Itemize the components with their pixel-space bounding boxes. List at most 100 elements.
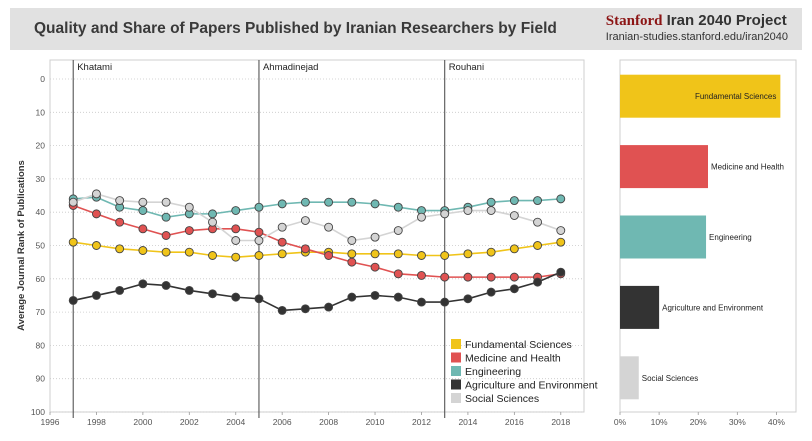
data-point [393,269,403,279]
x-tick-label: 1996 [41,417,60,427]
data-point [138,197,148,207]
data-point [68,237,78,247]
data-point [161,212,171,222]
data-point [463,294,473,304]
bar-chart: 0% 10% 20% 30% 40% Fundamental Sciences Medici… [614,59,797,427]
x-tick-label: 2000 [133,417,152,427]
chart-title: Quality and Share of Papers Published by… [34,20,557,37]
y-axis-label: Average Journal Rank of Publications [16,160,27,331]
data-point [138,279,148,289]
data-point [91,291,101,300]
data-point [300,244,310,254]
data-point [324,222,334,232]
data-point [231,292,241,302]
brand-project: Iran 2040 Project [662,12,787,29]
x-tick-label: 2010 [366,417,385,427]
data-point [254,227,264,237]
data-point [509,196,519,205]
data-point [277,222,287,232]
series-line [73,271,562,312]
brand-url: Iranian-studies.stanford.edu/iran2040 [605,31,788,43]
brand-name: Stanford Iran 2040 Project [606,12,788,30]
y-tick-label: 80 [36,340,46,350]
y-tick-label: 50 [36,241,46,251]
data-point [184,247,194,257]
data-point [115,244,125,254]
data-point [68,295,78,305]
data-point [277,199,287,209]
bar-x-tick-label: 30% [729,417,746,427]
brand-stanford: Stanford [605,13,663,29]
legend-swatch [451,339,461,349]
data-point [115,196,125,205]
legend-swatch [451,366,461,376]
data-point [440,272,450,282]
data-point [509,272,519,282]
data-point [91,209,101,219]
x-tick-label: 1998 [87,417,106,427]
data-point [533,217,543,227]
bar [620,215,707,259]
data-point [324,251,334,260]
data-point [68,197,78,207]
y-tick-label: 70 [36,307,46,317]
y-tick-label: 40 [36,207,46,217]
header-banner: Quality and Share of Papers Published by… [10,8,802,50]
bar [620,285,660,329]
data-point [370,232,380,242]
data-point [393,226,403,235]
x-tick-label: 2012 [412,417,431,427]
y-tick-label: 20 [36,141,46,151]
data-point [533,277,543,287]
data-point [417,212,426,222]
data-point [440,297,450,307]
data-point [161,281,171,290]
data-point [347,236,357,245]
data-point [184,202,194,212]
x-tick-label: 2002 [180,417,199,427]
data-point [347,292,357,302]
legend-swatch [451,379,461,390]
x-tick-label: 2006 [273,417,292,427]
data-point [533,241,543,250]
data-point [486,197,496,207]
data-point [417,271,426,280]
x-tick-label: 2018 [551,417,570,427]
data-point [393,292,403,302]
y-tick-label: 0 [40,74,45,84]
legend-label: Agriculture and Environment [465,380,598,392]
y-tick-label: 100 [31,407,45,417]
data-point [347,257,357,267]
data-point [370,262,380,272]
bar-label: Fundamental Sciences [695,92,776,101]
bar-x-tick-label: 40% [768,417,785,427]
data-point [208,251,217,260]
data-point [231,206,241,215]
data-point [208,217,217,227]
series-line [72,204,561,278]
data-point [509,284,519,294]
data-point [486,272,496,282]
data-point [91,189,101,199]
data-point [417,297,426,307]
data-point [138,224,148,234]
data-point [254,202,264,212]
data-point [486,247,496,257]
data-point [509,211,519,220]
data-point [208,209,217,219]
data-point [300,197,310,207]
era-label: Khatami [77,62,112,73]
data-point [184,286,194,295]
y-tick-label: 10 [36,107,46,117]
data-point [231,224,241,234]
legend-label: Engineering [465,366,521,378]
data-point [370,249,380,259]
data-point [463,249,473,259]
bar-label: Engineering [709,233,752,242]
data-point [138,246,148,255]
data-point [509,244,519,254]
data-point [91,241,101,250]
legend-swatch [451,393,461,403]
data-point [370,291,380,300]
